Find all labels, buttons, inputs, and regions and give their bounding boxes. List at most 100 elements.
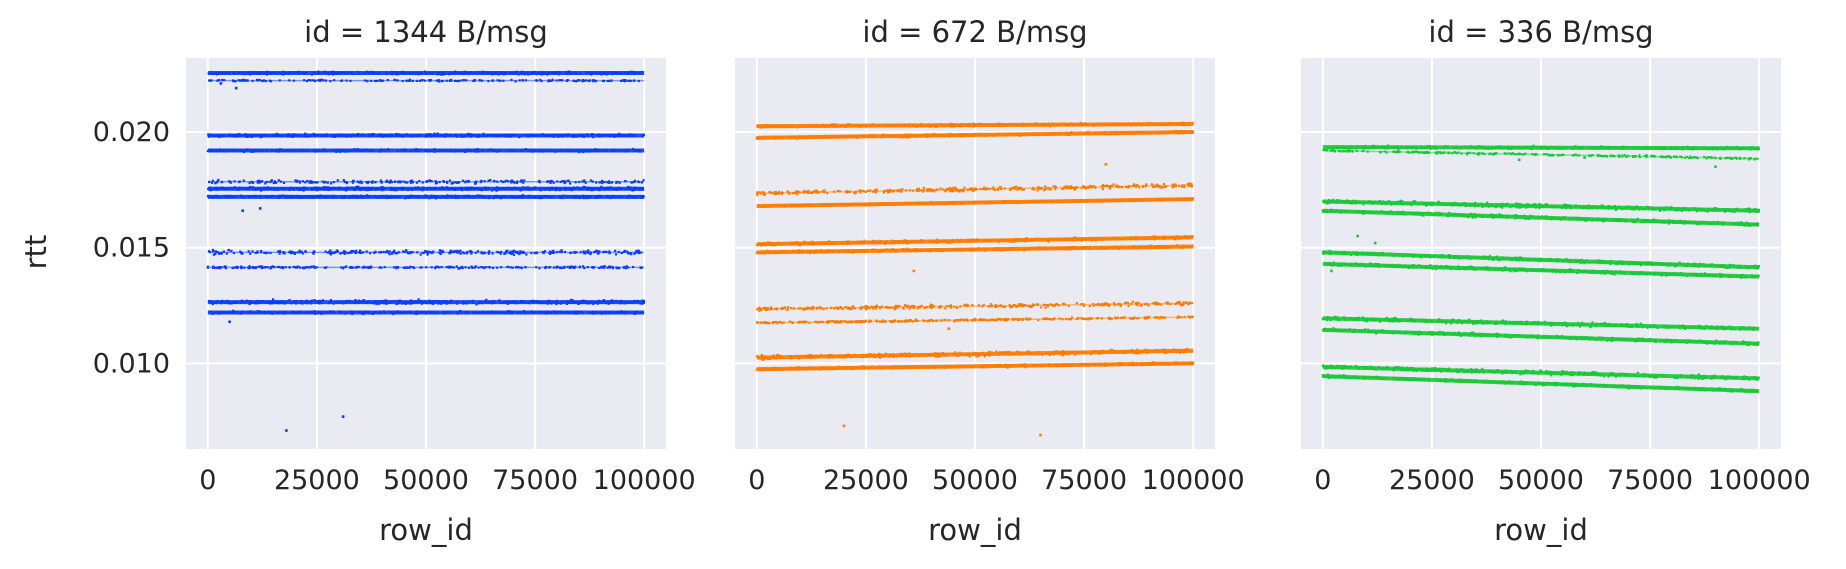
data-point (343, 252, 346, 255)
outlier-point (228, 320, 231, 324)
data-point (211, 181, 214, 184)
data-point (446, 181, 449, 184)
x-tick-label: 100000 (1142, 465, 1245, 496)
data-point (584, 181, 587, 184)
y-tick-label: 0.020 (93, 117, 170, 148)
data-point (461, 179, 465, 182)
data-point (525, 253, 528, 256)
data-point (614, 249, 617, 252)
data-point (405, 249, 408, 252)
data-point (522, 181, 525, 184)
data-point (329, 253, 332, 256)
data-point (352, 250, 355, 253)
data-point (395, 252, 399, 255)
data-point (360, 181, 363, 185)
data-point (517, 252, 520, 255)
data-point (505, 179, 508, 182)
data-point (411, 179, 414, 182)
data-point (642, 179, 645, 182)
data-point (523, 179, 526, 182)
x-tick-label: 50000 (383, 465, 469, 496)
data-point (258, 179, 261, 182)
data-point (388, 253, 391, 256)
data-point (320, 78, 324, 81)
data-point (587, 249, 590, 252)
data-point (326, 181, 329, 184)
data-point (408, 78, 412, 81)
data-point (310, 181, 313, 184)
data-point (439, 252, 442, 256)
data-point (251, 181, 254, 184)
data-point (328, 252, 332, 255)
data-point (506, 249, 509, 252)
data-point (436, 132, 439, 135)
x-tick-label: 0 (748, 465, 765, 496)
data-point (513, 249, 516, 252)
data-point (380, 181, 383, 184)
outlier-point (234, 86, 238, 90)
data-point (359, 249, 362, 252)
data-point (428, 179, 431, 182)
data-point (379, 179, 383, 182)
data-point (330, 182, 333, 185)
data-point (608, 181, 611, 184)
data-point (512, 253, 515, 257)
outlier-point (241, 209, 244, 212)
data-point (301, 252, 304, 255)
data-point (426, 253, 429, 256)
data-point (563, 181, 567, 185)
data-point (459, 249, 462, 252)
data-point (336, 179, 339, 182)
data-point (277, 250, 280, 253)
data-point (232, 252, 236, 255)
y-tick-label: 0.010 (93, 348, 170, 379)
data-point (487, 179, 490, 182)
data-point (264, 182, 267, 185)
data-point (389, 181, 392, 184)
facet-title: id = 672 B/msg (862, 15, 1087, 49)
data-point (489, 179, 492, 182)
data-point (601, 181, 604, 185)
data-point (418, 179, 421, 183)
data-point (256, 181, 259, 184)
data-point (448, 179, 452, 182)
data-point (393, 249, 396, 252)
data-point (552, 181, 555, 184)
data-point (438, 249, 441, 252)
data-point (601, 179, 604, 182)
data-point (615, 181, 618, 184)
data-point (539, 78, 542, 81)
x-tick-label: 100000 (593, 465, 696, 496)
data-point (318, 78, 321, 81)
data-point (270, 179, 273, 182)
data-point (468, 250, 471, 253)
data-point (510, 78, 513, 81)
data-point (393, 78, 396, 81)
data-point (456, 181, 459, 184)
y-tick-label: 0.015 (93, 233, 170, 264)
data-point (217, 178, 220, 181)
facet-title: id = 1344 B/msg (304, 15, 548, 49)
data-point (308, 181, 311, 184)
data-point (538, 179, 541, 183)
data-point (595, 181, 598, 184)
data-point (515, 181, 518, 184)
data-point (248, 181, 251, 185)
x-tick-label: 25000 (274, 465, 360, 496)
y-axis-label: rtt (19, 235, 53, 270)
data-point (342, 179, 345, 182)
data-point (220, 252, 223, 255)
x-tick-label: 75000 (1041, 465, 1127, 496)
data-point (549, 252, 552, 255)
data-point (450, 249, 453, 252)
data-point (589, 179, 593, 182)
data-point (296, 179, 299, 182)
data-point (258, 181, 261, 184)
data-point (214, 182, 217, 185)
data-point (550, 179, 553, 183)
data-point (589, 252, 592, 256)
x-tick-label: 25000 (823, 465, 909, 496)
